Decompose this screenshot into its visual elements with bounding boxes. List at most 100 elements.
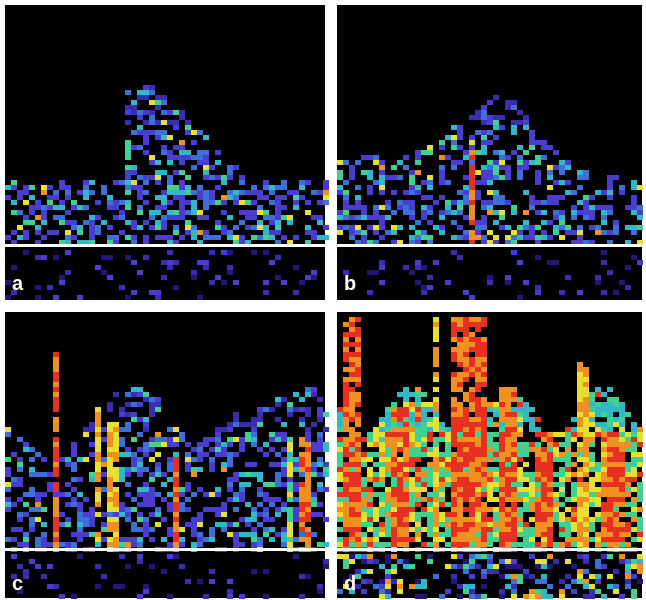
speckle	[589, 452, 595, 457]
speckle	[131, 417, 137, 422]
speckle	[517, 574, 523, 579]
speckle	[233, 200, 239, 205]
speckle	[433, 387, 439, 392]
speckle	[101, 522, 107, 527]
speckle	[469, 542, 475, 547]
speckle	[625, 467, 631, 472]
speckle	[287, 437, 293, 442]
speckle	[197, 537, 203, 542]
speckle	[481, 372, 487, 377]
speckle	[523, 235, 529, 240]
speckle	[415, 235, 421, 240]
speckle	[155, 462, 161, 467]
speckle	[391, 462, 397, 467]
speckle	[143, 497, 149, 502]
speckle	[361, 542, 367, 547]
speckle	[323, 427, 329, 432]
speckle	[305, 447, 311, 452]
speckle	[5, 185, 11, 190]
speckle	[349, 165, 355, 170]
speckle	[263, 407, 269, 412]
speckle	[391, 502, 397, 507]
speckle	[625, 412, 631, 417]
speckle	[613, 569, 619, 574]
speckle	[257, 542, 263, 547]
speckle	[367, 185, 373, 190]
speckle	[565, 180, 571, 185]
speckle	[505, 100, 511, 105]
speckle	[601, 472, 607, 477]
speckle	[113, 467, 119, 472]
speckle	[457, 352, 463, 357]
speckle	[361, 559, 367, 564]
speckle	[373, 507, 379, 512]
speckle	[607, 387, 613, 392]
speckle	[95, 564, 101, 569]
speckle	[119, 215, 125, 220]
speckle	[577, 532, 583, 537]
speckle	[607, 412, 613, 417]
speckle	[547, 200, 553, 205]
speckle	[451, 387, 457, 392]
speckle	[343, 437, 349, 442]
speckle	[337, 472, 343, 477]
speckle	[475, 492, 481, 497]
speckle	[119, 200, 125, 205]
speckle	[221, 175, 227, 180]
speckle	[511, 150, 517, 155]
speckle	[95, 230, 101, 235]
speckle	[475, 347, 481, 352]
speckle	[119, 230, 125, 235]
speckle	[397, 200, 403, 205]
speckle	[469, 507, 475, 512]
speckle	[613, 422, 619, 427]
speckle	[565, 230, 571, 235]
speckle	[397, 447, 403, 452]
speckle	[53, 457, 59, 462]
speckle	[343, 215, 349, 220]
speckle	[439, 432, 445, 437]
speckle	[481, 377, 487, 382]
speckle	[323, 559, 329, 564]
speckle	[239, 210, 245, 215]
speckle	[439, 594, 445, 599]
speckle	[149, 437, 155, 442]
speckle	[275, 417, 281, 422]
speckle	[161, 170, 167, 175]
speckle	[391, 165, 397, 170]
speckle	[239, 422, 245, 427]
speckle	[343, 200, 349, 205]
speckle	[409, 537, 415, 542]
speckle	[493, 210, 499, 215]
speckle	[227, 437, 233, 442]
speckle	[631, 180, 637, 185]
speckle	[559, 220, 565, 225]
speckle	[481, 382, 487, 387]
speckle	[439, 180, 445, 185]
speckle	[149, 120, 155, 125]
speckle	[355, 442, 361, 447]
speckle	[149, 447, 155, 452]
speckle	[517, 175, 523, 180]
speckle	[379, 160, 385, 165]
speckle	[601, 512, 607, 517]
speckle	[29, 472, 35, 477]
speckle	[475, 594, 481, 599]
speckle	[463, 337, 469, 342]
speckle	[95, 492, 101, 497]
speckle	[535, 447, 541, 452]
speckle	[179, 195, 185, 200]
speckle	[511, 482, 517, 487]
speckle	[29, 205, 35, 210]
speckle	[583, 367, 589, 372]
speckle	[487, 559, 493, 564]
speckle	[475, 170, 481, 175]
speckle	[571, 542, 577, 547]
speckle	[89, 180, 95, 185]
speckle	[589, 527, 595, 532]
speckle	[379, 512, 385, 517]
speckle	[343, 342, 349, 347]
speckle	[457, 537, 463, 542]
speckle	[397, 532, 403, 537]
speckle	[463, 150, 469, 155]
